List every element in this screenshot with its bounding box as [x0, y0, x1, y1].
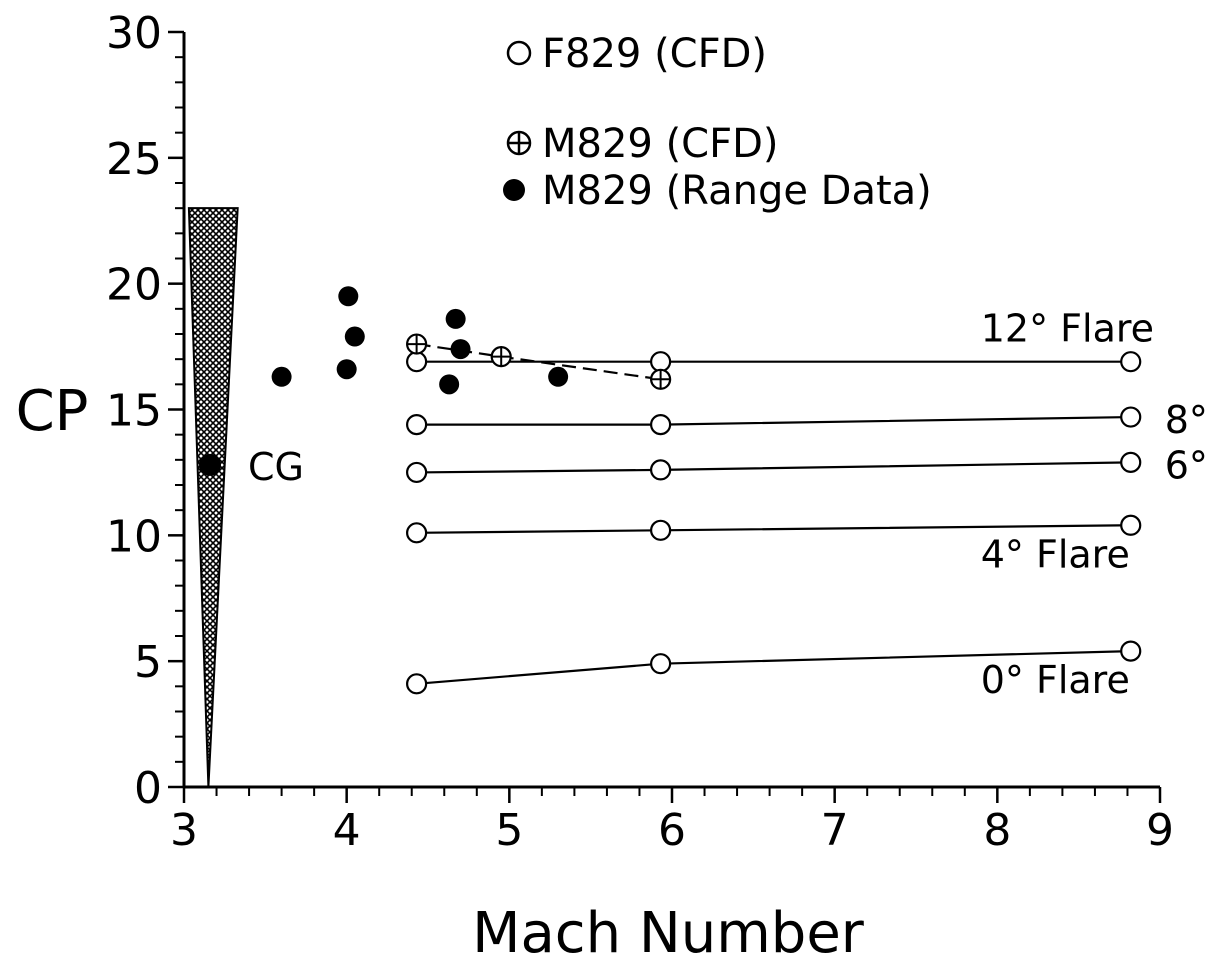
legend-item-f829-cfd: F829 (CFD) [506, 31, 767, 77]
data-point [439, 374, 460, 395]
legend-label: M829 (CFD) [542, 121, 779, 167]
annotations-layer: CG 0° Flare 4° Flare 6°8° 12° Flare [248, 307, 1208, 702]
data-point [450, 339, 471, 360]
data-point [650, 653, 672, 675]
data-point [650, 459, 672, 481]
data-point [1120, 406, 1142, 428]
data-point [490, 346, 512, 368]
data-point [650, 519, 672, 541]
plot-area: 3 4 5 6 7 8 9 0 5 10 15 20 25 30 CG 0° Flare 4° Flare 6… [106, 8, 1208, 856]
data-point [650, 368, 672, 390]
legend-item-m829-cfd: M829 (CFD) [506, 121, 779, 167]
data-point [338, 286, 359, 307]
data-point [406, 414, 428, 436]
legend-label: F829 (CFD) [542, 31, 767, 77]
open-circle-icon [506, 40, 532, 66]
x-tick-label: 8 [983, 805, 1011, 856]
data-point [548, 366, 569, 387]
data-point [406, 461, 428, 484]
x-tick-label: 3 [170, 805, 198, 856]
data-point [344, 326, 365, 347]
series-annotation: 4° Flare [981, 532, 1130, 576]
y-axis-ticks: 0 5 10 15 20 25 30 [106, 8, 184, 814]
series-line [416, 461, 1131, 474]
y-axis-title: CP [16, 379, 89, 444]
data-point [406, 522, 428, 544]
y-tick-label: 0 [134, 763, 162, 814]
y-tick-label: 15 [106, 386, 162, 437]
y-tick-label: 30 [106, 8, 162, 59]
filled-circle-icon [503, 179, 525, 201]
y-tick-label: 5 [134, 637, 162, 688]
data-point [1120, 451, 1142, 473]
x-tick-label: 7 [821, 805, 849, 856]
x-axis-ticks: 3 4 5 6 7 8 9 [170, 787, 1174, 856]
series-lines-layer [416, 342, 1131, 685]
cg-label: CG [248, 445, 304, 489]
data-point [271, 366, 292, 387]
data-point [650, 351, 672, 373]
series-annotation: 6° [1165, 443, 1208, 487]
x-tick-label: 9 [1146, 805, 1174, 856]
series-annotation: 12° Flare [981, 307, 1154, 351]
projectile-shape [187, 207, 239, 788]
legend-item-m829-range-data: M829 (Range Data) [503, 168, 932, 214]
data-point [406, 673, 428, 695]
cg-marker [199, 453, 222, 476]
legend: F829 (CFD) M829 (CFD) M829 (Range Data) [503, 31, 932, 214]
series-annotation: 0° Flare [981, 658, 1130, 702]
legend-label: M829 (Range Data) [542, 168, 932, 214]
data-point [1120, 640, 1142, 662]
data-point [406, 333, 428, 355]
x-tick-label: 4 [333, 805, 361, 856]
series-annotation: 8° [1165, 398, 1208, 442]
y-tick-label: 10 [106, 511, 162, 562]
x-tick-label: 6 [658, 805, 686, 856]
data-point [406, 351, 428, 373]
projectile-shape-layer [187, 207, 239, 788]
data-point [336, 359, 357, 380]
series-line [416, 415, 1131, 426]
y-tick-label: 25 [106, 134, 162, 185]
x-axis-title: Mach Number [472, 901, 865, 962]
data-point [445, 308, 466, 329]
x-tick-label: 5 [495, 805, 523, 856]
data-point [1120, 351, 1142, 373]
y-tick-label: 20 [106, 260, 162, 311]
series-points-layer [271, 286, 1142, 695]
data-point [650, 414, 672, 436]
data-point [1120, 514, 1142, 536]
